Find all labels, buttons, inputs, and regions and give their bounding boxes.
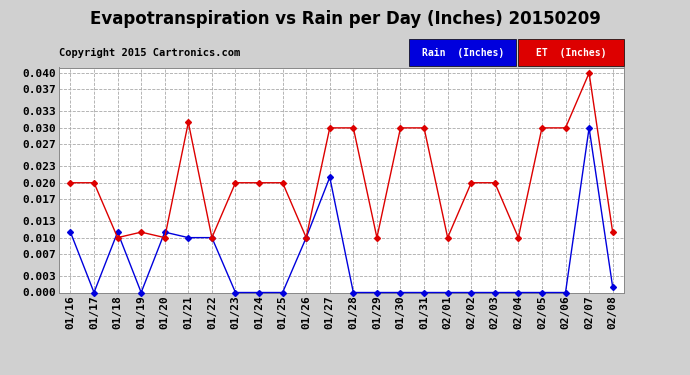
Text: ET  (Inches): ET (Inches) [535, 48, 607, 58]
Text: Copyright 2015 Cartronics.com: Copyright 2015 Cartronics.com [59, 48, 240, 57]
Text: Rain  (Inches): Rain (Inches) [422, 48, 504, 58]
Text: Evapotranspiration vs Rain per Day (Inches) 20150209: Evapotranspiration vs Rain per Day (Inch… [90, 10, 600, 28]
